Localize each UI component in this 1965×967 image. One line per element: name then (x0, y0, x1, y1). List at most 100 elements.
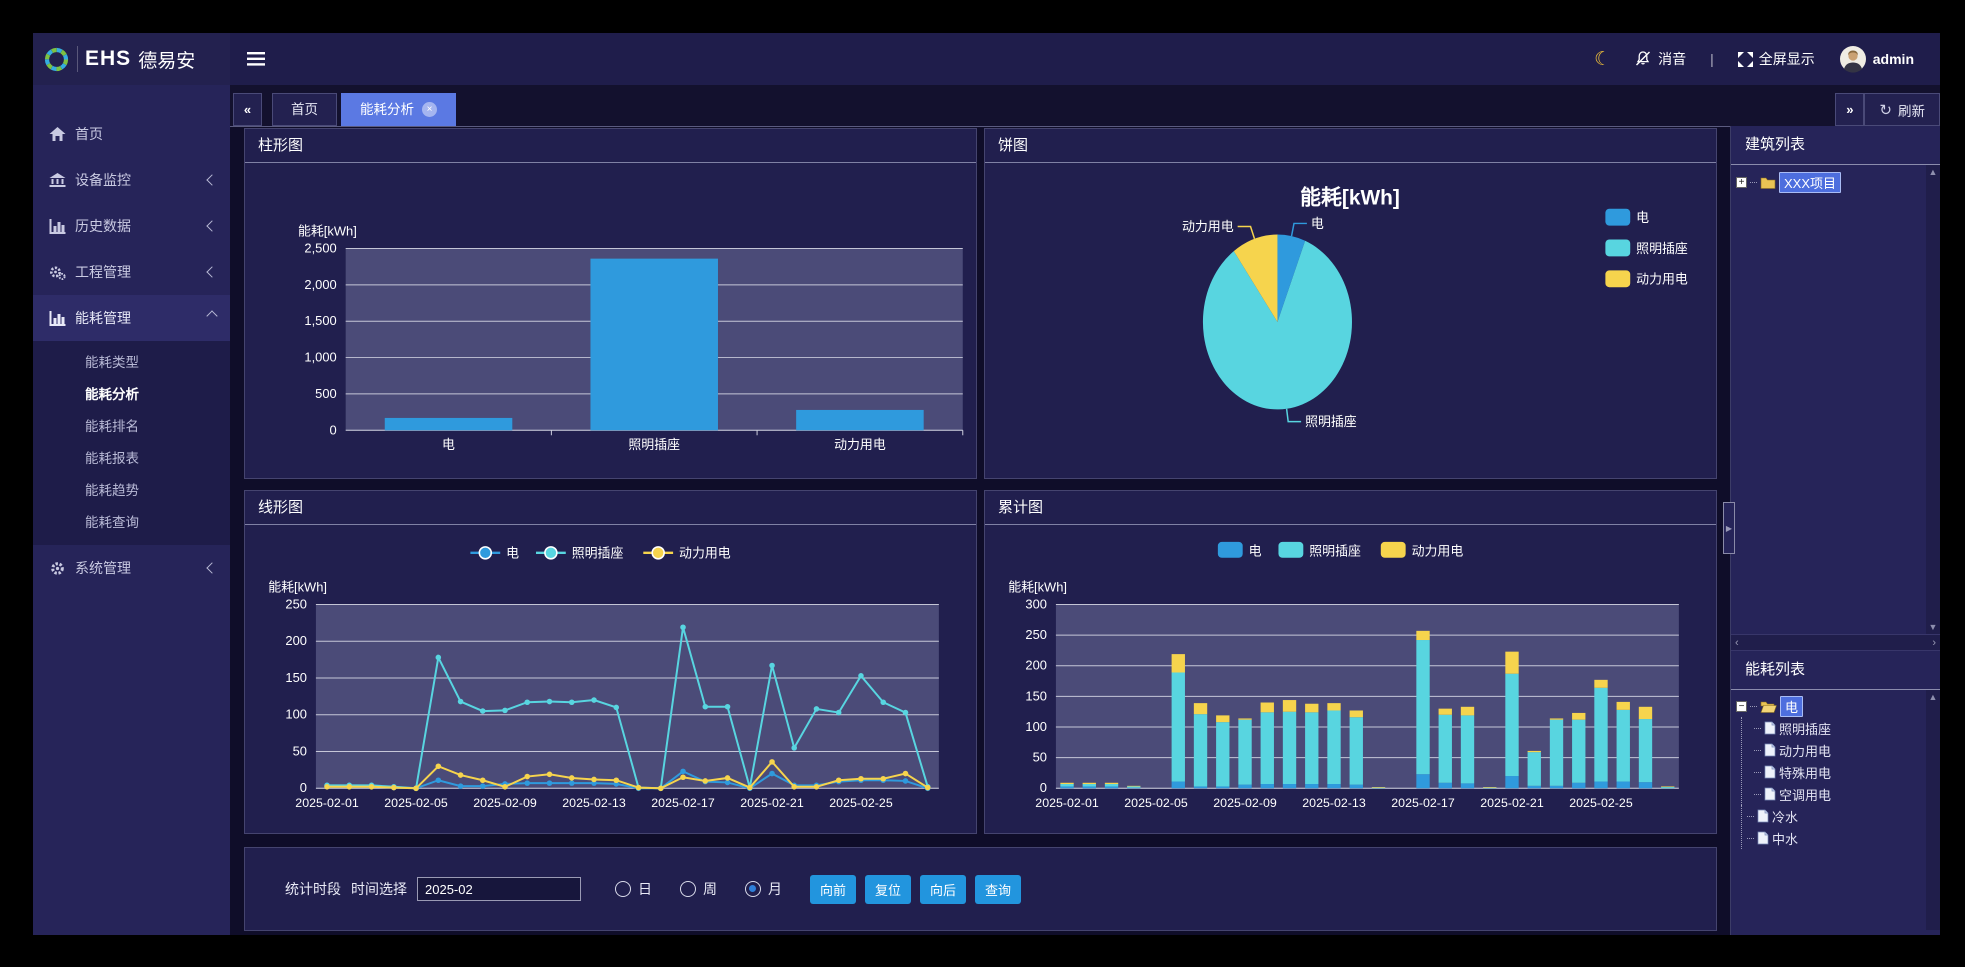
radio-day[interactable]: 日 (615, 879, 652, 899)
svg-text:2025-02-05: 2025-02-05 (384, 796, 448, 810)
panel-title: 累计图 (985, 491, 1716, 525)
dark-mode-moon-icon[interactable]: ☾ (1594, 48, 1612, 70)
svg-text:能耗[kWh]: 能耗[kWh] (268, 580, 327, 595)
collapse-icon[interactable]: − (1736, 700, 1747, 712)
svg-text:照明插座: 照明插座 (1636, 241, 1688, 256)
panel-title: 柱形图 (245, 129, 976, 163)
svg-text:照明插座: 照明插座 (1305, 414, 1357, 429)
svg-text:2025-02-13: 2025-02-13 (562, 796, 626, 810)
next-button[interactable]: 向后 (920, 874, 967, 904)
svg-text:电: 电 (1636, 210, 1649, 225)
tree-node-label[interactable]: XXX项目 (1779, 171, 1842, 193)
svg-text:2025-02-21: 2025-02-21 (740, 796, 804, 810)
svg-text:2025-02-21: 2025-02-21 (1480, 796, 1544, 810)
tree-node-lighting[interactable]: 照明插座 (1742, 717, 1940, 739)
svg-text:2025-02-05: 2025-02-05 (1124, 796, 1188, 810)
tabs-scroll-right-button[interactable]: » (1835, 93, 1865, 126)
svg-text:0: 0 (300, 780, 307, 795)
date-input[interactable] (417, 877, 581, 901)
submenu-energy-query[interactable]: 能耗查询 (85, 515, 139, 530)
tree-node-label[interactable]: 电 (1780, 695, 1804, 717)
chevron-left-icon (206, 220, 218, 232)
svg-text:500: 500 (315, 386, 337, 401)
sidebar-item-home[interactable]: 首页 (33, 111, 230, 157)
tab-energy-analysis[interactable]: 能耗分析 × (341, 93, 456, 126)
svg-text:照明插座: 照明插座 (628, 437, 680, 452)
prev-button[interactable]: 向前 (810, 874, 857, 904)
bar-chart-icon (49, 310, 66, 326)
sidebar-item-device-monitor[interactable]: 设备监控 (33, 157, 230, 203)
tree-node-project[interactable]: + XXX项目 (1731, 171, 1940, 193)
sidebar-item-history-data[interactable]: 历史数据 (33, 203, 230, 249)
refresh-button[interactable]: ↻ 刷新 (1864, 93, 1940, 126)
reset-button[interactable]: 复位 (865, 874, 912, 904)
panel-splitter-handle[interactable]: ▶ (1723, 502, 1735, 554)
svg-text:动力用电: 动力用电 (1636, 272, 1688, 287)
file-icon (1764, 721, 1776, 735)
tab-home[interactable]: 首页 (272, 93, 337, 126)
submenu-energy-type[interactable]: 能耗类型 (85, 355, 139, 370)
building-tree-scrollbar[interactable]: ▲ ▼ (1926, 165, 1940, 634)
close-tab-icon[interactable]: × (422, 102, 437, 117)
tree-node-reclaimed-water[interactable]: 中水 (1742, 827, 1940, 849)
radio-week[interactable]: 周 (680, 879, 717, 899)
svg-text:0: 0 (1040, 780, 1047, 795)
svg-text:照明插座: 照明插座 (1309, 543, 1361, 558)
chevron-left-icon (206, 562, 218, 574)
home-icon (49, 126, 66, 141)
radio-month-circle[interactable] (745, 881, 761, 897)
query-button[interactable]: 查询 (975, 874, 1022, 904)
tree-node-power[interactable]: 动力用电 (1742, 739, 1940, 761)
tree-node-cold-water[interactable]: 冷水 (1742, 805, 1940, 827)
svg-text:2025-02-01: 2025-02-01 (295, 796, 359, 810)
svg-text:电: 电 (1311, 216, 1324, 231)
sidebar-menu: 首页 设备监控 历史数据 工程管理 (33, 85, 230, 591)
submenu-energy-ranking[interactable]: 能耗排名 (85, 419, 139, 434)
svg-text:能耗[kWh]: 能耗[kWh] (298, 224, 357, 239)
radio-week-circle[interactable] (680, 881, 696, 897)
user-menu[interactable]: admin (1839, 45, 1914, 73)
svg-text:动力用电: 动力用电 (834, 437, 886, 452)
horizontal-scrollbar[interactable]: ‹ › (1731, 634, 1940, 651)
time-picker-label: 时间选择 (351, 881, 407, 897)
radio-month[interactable]: 月 (745, 879, 782, 899)
sidebar-item-system-mgmt[interactable]: 系统管理 (33, 545, 230, 591)
sidebar-item-energy-mgmt[interactable]: 能耗管理 (33, 295, 230, 341)
svg-text:100: 100 (285, 707, 307, 722)
mute-button[interactable]: 消音 (1635, 49, 1686, 69)
svg-text:250: 250 (1025, 627, 1047, 642)
scroll-left-icon[interactable]: ‹ (1735, 636, 1739, 649)
svg-text:200: 200 (1025, 658, 1047, 673)
sidebar-item-project-mgmt[interactable]: 工程管理 (33, 249, 230, 295)
svg-text:150: 150 (1025, 688, 1047, 703)
svg-text:动力用电: 动力用电 (1412, 543, 1464, 558)
fullscreen-button[interactable]: 全屏显示 (1737, 49, 1815, 69)
energy-list-title: 能耗列表 (1731, 651, 1940, 690)
submenu-energy-trend[interactable]: 能耗趋势 (85, 483, 139, 498)
submenu-energy-analysis[interactable]: 能耗分析 (85, 387, 139, 402)
svg-text:电: 电 (506, 545, 519, 560)
expand-icon[interactable]: + (1736, 176, 1747, 188)
svg-text:2025-02-01: 2025-02-01 (1035, 796, 1099, 810)
radio-day-circle[interactable] (615, 881, 631, 897)
submenu-energy-report[interactable]: 能耗报表 (85, 451, 139, 466)
svg-text:2,500: 2,500 (304, 240, 336, 255)
sidebar: EHS 德易安 首页 设备监控 历史数据 (33, 33, 230, 935)
panel-title: 饼图 (985, 129, 1716, 163)
svg-text:2025-02-17: 2025-02-17 (1391, 796, 1455, 810)
tree-node-electric[interactable]: − 电 (1731, 695, 1940, 717)
svg-text:0: 0 (330, 422, 337, 437)
fullscreen-icon (1737, 51, 1753, 67)
svg-text:2025-02-25: 2025-02-25 (1569, 796, 1633, 810)
svg-text:动力用电: 动力用电 (1182, 219, 1234, 234)
scroll-right-icon[interactable]: › (1932, 636, 1936, 649)
tabs-scroll-left-button[interactable]: « (233, 93, 262, 126)
file-icon (1757, 831, 1769, 845)
hamburger-menu-icon[interactable] (247, 52, 265, 66)
energy-tree-scrollbar[interactable]: ▲ (1926, 690, 1940, 930)
tree-node-hvac[interactable]: 空调用电 (1742, 783, 1940, 805)
building-list-title: 建筑列表 (1731, 126, 1940, 165)
tree-node-special[interactable]: 特殊用电 (1742, 761, 1940, 783)
